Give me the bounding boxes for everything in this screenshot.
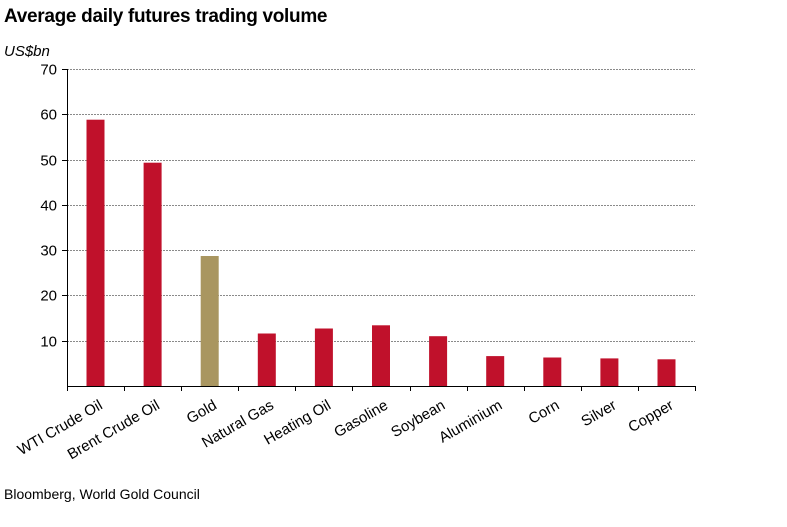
bar-soybean (429, 336, 448, 386)
bar-corn (543, 357, 562, 386)
bar-silver (600, 358, 619, 386)
y-axis-unit-label: US$bn (4, 43, 50, 60)
bar-brent-crude-oil (143, 162, 162, 386)
bar-heating-oil (314, 328, 333, 386)
axes (62, 69, 696, 391)
bar-wti-crude-oil (86, 119, 105, 386)
gridlines (67, 69, 695, 342)
y-tick-label: 60 (40, 107, 57, 124)
y-tick-label: 20 (40, 288, 57, 305)
category-label: Corn (526, 397, 563, 428)
y-tick-label: 10 (40, 334, 57, 351)
category-label: Gold (184, 397, 220, 428)
y-tick-label: 50 (40, 153, 57, 170)
y-tick-label: 30 (40, 243, 57, 260)
y-tick-labels: 10 20 30 40 50 60 70 (40, 62, 57, 351)
category-label: Gasoline (331, 397, 391, 441)
bar-aluminium (486, 356, 505, 386)
bar-copper (657, 359, 676, 386)
category-label: Copper (625, 397, 676, 436)
y-tick-label: 70 (40, 62, 57, 79)
bars (86, 119, 676, 386)
category-label: Aluminium (436, 397, 505, 447)
bar-gold (200, 256, 219, 386)
chart-title: Average daily futures trading volume (4, 6, 328, 27)
category-label: Silver (578, 397, 619, 430)
y-tick-label: 40 (40, 198, 57, 215)
bar-gasoline (372, 325, 390, 386)
bar-natural-gas (257, 333, 276, 386)
source-note: Bloomberg, World Gold Council (4, 486, 200, 502)
